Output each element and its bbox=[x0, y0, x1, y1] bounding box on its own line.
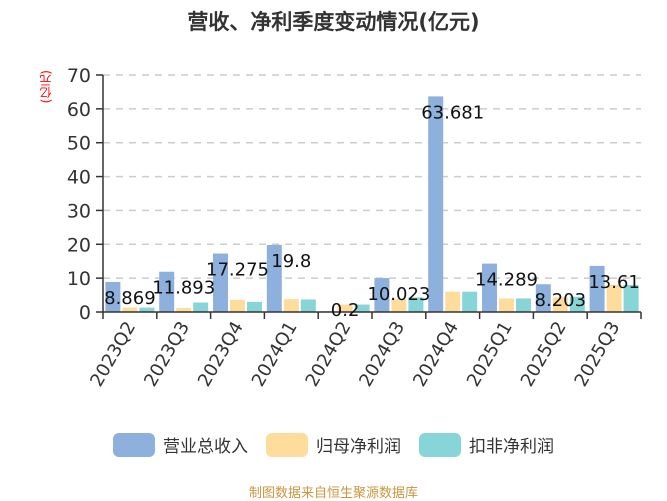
y-tick-label: 50 bbox=[67, 133, 91, 155]
data-label: 63.681 bbox=[421, 102, 484, 123]
data-label: 13.61 bbox=[588, 272, 640, 293]
bar[interactable] bbox=[122, 307, 138, 312]
legend-label-revenue: 营业总收入 bbox=[163, 437, 248, 457]
y-tick-label: 60 bbox=[67, 99, 91, 121]
x-tick-label: 2024Q1 bbox=[248, 318, 302, 390]
x-tick-label: 2025Q2 bbox=[517, 318, 571, 390]
bar[interactable] bbox=[247, 301, 262, 312]
legend-item-net-profit[interactable]: 归母净利润 bbox=[266, 432, 401, 457]
y-tick-label: 30 bbox=[67, 200, 91, 222]
x-tick-label: 2023Q4 bbox=[194, 318, 248, 390]
bar[interactable] bbox=[213, 253, 228, 312]
bar[interactable] bbox=[230, 299, 245, 312]
data-label: 8.203 bbox=[535, 290, 587, 311]
x-tick-label: 2023Q3 bbox=[140, 318, 194, 390]
legend-swatch-net-profit bbox=[266, 432, 308, 457]
data-source-note: 制图数据来自恒生聚源数据库 bbox=[248, 486, 418, 501]
bar[interactable] bbox=[535, 284, 551, 312]
bar[interactable] bbox=[374, 278, 390, 312]
legend-item-revenue[interactable]: 营业总收入 bbox=[113, 432, 248, 457]
x-tick-label: 2024Q2 bbox=[302, 318, 356, 390]
bar[interactable] bbox=[408, 297, 424, 312]
x-tick-label: 2025Q3 bbox=[571, 318, 625, 390]
legend-item-deducted-profit[interactable]: 扣非净利润 bbox=[419, 432, 554, 457]
legend-label-net-profit: 归母净利润 bbox=[316, 437, 401, 457]
x-tick-label: 2023Q2 bbox=[86, 318, 140, 390]
bar[interactable] bbox=[266, 244, 282, 312]
bar[interactable] bbox=[482, 263, 497, 312]
bar[interactable] bbox=[391, 299, 407, 312]
legend-label-deducted-profit: 扣非净利润 bbox=[469, 437, 554, 457]
bar[interactable] bbox=[623, 284, 639, 312]
y-tick-label: 0 bbox=[79, 302, 91, 324]
bar[interactable] bbox=[462, 291, 478, 312]
bar[interactable] bbox=[569, 296, 585, 312]
y-tick-label: 70 bbox=[67, 65, 91, 87]
bar[interactable] bbox=[300, 299, 316, 312]
data-label: 14.289 bbox=[475, 270, 538, 291]
legend-swatch-revenue bbox=[113, 432, 155, 457]
bar[interactable] bbox=[552, 297, 568, 312]
bar[interactable] bbox=[337, 304, 353, 312]
y-tick-label: 20 bbox=[67, 234, 91, 256]
data-label: 17.275 bbox=[206, 260, 269, 281]
bar[interactable] bbox=[159, 271, 175, 312]
bar[interactable] bbox=[428, 96, 444, 313]
data-label: 11.893 bbox=[152, 278, 215, 299]
bar[interactable] bbox=[606, 284, 622, 312]
bar[interactable] bbox=[516, 298, 531, 312]
bar[interactable] bbox=[105, 281, 121, 312]
bar[interactable] bbox=[139, 307, 155, 312]
bar[interactable] bbox=[499, 298, 514, 312]
data-label: 19.8 bbox=[271, 251, 311, 272]
bar[interactable] bbox=[176, 307, 192, 312]
data-label: 0.2 bbox=[331, 300, 360, 321]
x-tick-label: 2024Q4 bbox=[409, 318, 463, 390]
bar[interactable] bbox=[445, 291, 461, 312]
bar[interactable] bbox=[354, 304, 370, 312]
legend-swatch-deducted-profit bbox=[419, 432, 461, 457]
data-label: 8.869 bbox=[104, 288, 156, 309]
data-label: 10.023 bbox=[367, 284, 430, 305]
bar[interactable] bbox=[589, 265, 605, 312]
y-tick-label: 10 bbox=[67, 268, 91, 290]
chart-title: 营收、净利季度变动情况(亿元) bbox=[187, 10, 480, 34]
bar[interactable] bbox=[193, 302, 209, 312]
legend: 营业总收入 归母净利润 扣非净利润 bbox=[0, 432, 667, 457]
y-tick-label: 40 bbox=[67, 167, 91, 189]
x-tick-label: 2025Q1 bbox=[463, 318, 517, 390]
x-tick-label: 2024Q3 bbox=[355, 318, 409, 390]
bar[interactable] bbox=[283, 299, 299, 312]
